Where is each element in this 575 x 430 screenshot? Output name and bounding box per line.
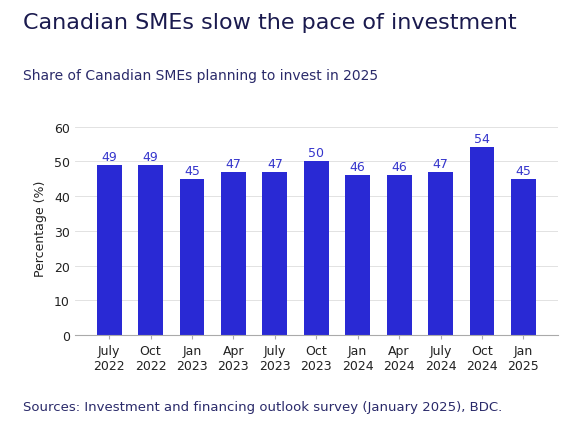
Bar	[386, 176, 412, 335]
Text: 47: 47	[432, 157, 448, 170]
Text: 47: 47	[267, 157, 283, 170]
Text: Canadian SMEs slow the pace of investment: Canadian SMEs slow the pace of investmen…	[23, 13, 516, 33]
Text: 46: 46	[350, 161, 366, 174]
Text: 45: 45	[184, 164, 200, 177]
Text: 54: 54	[474, 133, 490, 146]
Bar	[511, 179, 536, 335]
Y-axis label: Percentage (%): Percentage (%)	[34, 180, 47, 276]
Bar	[304, 162, 329, 335]
Text: 50: 50	[308, 147, 324, 160]
Bar	[470, 148, 494, 335]
Bar	[138, 166, 163, 335]
Bar	[428, 172, 453, 335]
Text: 49: 49	[143, 150, 159, 163]
Text: Sources: Investment and financing outlook survey (January 2025), BDC.: Sources: Investment and financing outloo…	[23, 400, 502, 413]
Bar	[262, 172, 288, 335]
Text: 46: 46	[391, 161, 407, 174]
Text: 49: 49	[101, 150, 117, 163]
Bar	[221, 172, 246, 335]
Bar	[345, 176, 370, 335]
Bar	[179, 179, 204, 335]
Text: 47: 47	[225, 157, 242, 170]
Bar	[97, 166, 121, 335]
Text: Share of Canadian SMEs planning to invest in 2025: Share of Canadian SMEs planning to inves…	[23, 69, 378, 83]
Text: 45: 45	[515, 164, 531, 177]
